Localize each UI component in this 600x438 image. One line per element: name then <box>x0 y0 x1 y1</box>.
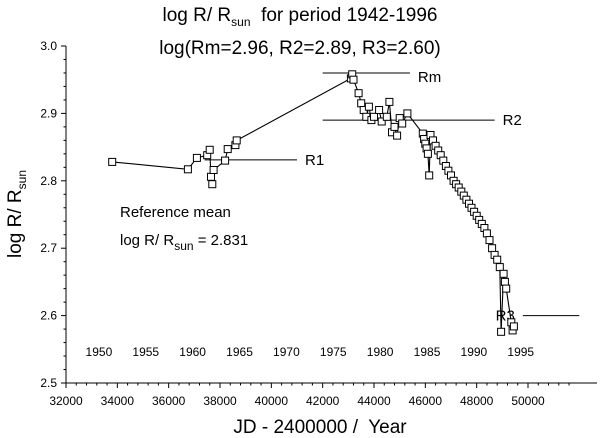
annotation-line1: Reference mean <box>120 204 231 221</box>
y-axis-label-main: log R/ R <box>5 189 26 258</box>
data-point <box>209 166 218 174</box>
y-axis-ticks: 2.5 2.6 2.7 2.8 2.9 3.0 <box>40 39 66 390</box>
chart-title-subscript: sun <box>231 15 250 29</box>
data-point <box>192 153 201 162</box>
data-point <box>207 172 215 181</box>
plot-area <box>65 46 597 384</box>
year-label: 1965 <box>226 345 253 359</box>
data-point <box>495 263 504 272</box>
chart-title: log R/ Rsun for period 1942-1996 <box>163 5 438 29</box>
year-label: 1990 <box>461 345 488 359</box>
y-tick-label: 3.0 <box>40 39 57 53</box>
annotation-line2-tail: = 2.831 <box>194 232 249 249</box>
data-point <box>488 244 497 253</box>
annotation-line2-main: log R/ R <box>120 232 174 249</box>
data-point <box>499 269 508 278</box>
year-label: 1975 <box>320 345 347 359</box>
x-tick-label: 44000 <box>357 394 391 408</box>
y-tick-label: 2.6 <box>40 309 57 323</box>
data-point <box>357 99 366 108</box>
year-label: 1955 <box>132 345 159 359</box>
data-point <box>370 112 378 121</box>
x-tick-label: 50000 <box>511 394 545 408</box>
y-tick-label: 2.7 <box>40 241 57 255</box>
reference-mean-annotation: Reference mean log R/ Rsun = 2.831 <box>120 204 248 253</box>
annotation-line2-subscript: sun <box>174 239 193 253</box>
data-point <box>223 145 232 154</box>
chart-title-main: log R/ R <box>163 5 232 26</box>
x-tick-label: 46000 <box>409 394 443 408</box>
data-point <box>502 284 511 293</box>
x-tick-label: 34000 <box>101 394 135 408</box>
data-point <box>221 156 230 165</box>
data-point <box>354 89 363 98</box>
reference-label-rm: Rm <box>418 69 441 86</box>
reference-label-r1: R1 <box>305 152 324 169</box>
data-point <box>349 75 358 84</box>
data-point <box>403 109 412 118</box>
x-tick-label: 48000 <box>460 394 494 408</box>
data-point <box>493 255 502 264</box>
year-label: 1950 <box>86 345 113 359</box>
data-point <box>377 117 386 126</box>
data-point <box>390 122 399 131</box>
data-points <box>108 70 518 336</box>
year-label: 1985 <box>414 345 441 359</box>
data-point <box>183 165 192 174</box>
x-tick-label: 36000 <box>152 394 186 408</box>
data-point <box>232 136 241 145</box>
data-point <box>509 322 518 331</box>
x-axis-label: JD - 2400000 / Year <box>233 417 407 438</box>
data-point <box>205 145 214 154</box>
data-point <box>385 97 394 106</box>
y-axis-label-subscript: sun <box>15 170 29 189</box>
chart-title-tail: for period 1942-1996 <box>251 5 438 26</box>
year-label: 1970 <box>273 345 300 359</box>
data-point <box>208 180 217 189</box>
year-label: 1995 <box>507 345 534 359</box>
data-point <box>425 171 434 180</box>
data-point <box>393 131 402 140</box>
data-point <box>423 149 432 158</box>
y-tick-label: 2.5 <box>40 376 57 390</box>
data-point <box>500 277 509 286</box>
data-point <box>497 327 506 336</box>
data-point <box>485 236 494 245</box>
data-point <box>398 119 407 128</box>
data-point <box>364 102 373 111</box>
data-point <box>108 157 117 166</box>
data-point <box>382 112 391 121</box>
x-tick-label: 42000 <box>306 394 340 408</box>
x-tick-label: 40000 <box>255 394 289 408</box>
y-tick-label: 2.8 <box>40 174 57 188</box>
data-point <box>482 229 491 238</box>
y-axis-label: log R/ Rsun <box>5 170 29 258</box>
x-tick-label: 38000 <box>203 394 237 408</box>
year-label: 1980 <box>367 345 394 359</box>
chart-subtitle: log(Rm=2.96, R2=2.89, R3=2.60) <box>159 38 440 59</box>
x-axis-ticks: 32000 34000 36000 38000 40000 42000 44000 46000… <box>49 383 570 408</box>
x-tick-label: 32000 <box>49 394 83 408</box>
data-point <box>375 106 384 114</box>
year-label: 1960 <box>179 345 206 359</box>
y-tick-label: 2.9 <box>40 106 57 120</box>
annotation-line2: log R/ Rsun = 2.831 <box>120 232 248 253</box>
year-labels: 1950 1955 1960 1965 1970 1975 1980 1985 1990 1995 <box>86 345 535 359</box>
reference-label-r2: R2 <box>503 112 522 129</box>
